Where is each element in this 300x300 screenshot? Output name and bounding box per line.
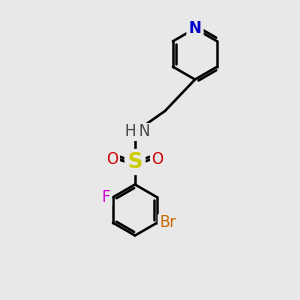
- Text: O: O: [106, 152, 119, 166]
- Text: H: H: [125, 124, 136, 140]
- Text: Br: Br: [159, 215, 176, 230]
- Text: N: N: [189, 21, 201, 36]
- Text: N: N: [139, 124, 150, 140]
- Text: F: F: [102, 190, 111, 205]
- Text: O: O: [152, 152, 164, 166]
- Text: S: S: [128, 152, 142, 172]
